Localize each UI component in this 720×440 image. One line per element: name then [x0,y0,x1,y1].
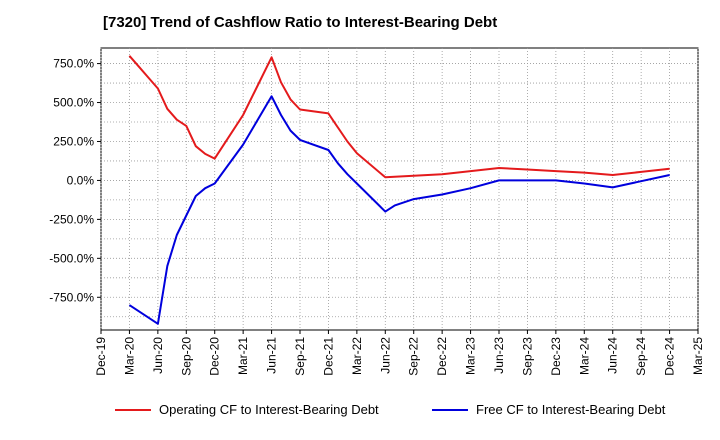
legend-label-operating-cf: Operating CF to Interest-Bearing Debt [159,402,379,417]
x-tick-label: Sep-22 [407,337,421,376]
legend: Operating CF to Interest-Bearing Debt Fr… [0,402,720,426]
x-tick-label: Dec-21 [321,337,335,376]
gridlines [100,48,699,330]
y-tick-label: -750.0% [49,290,94,304]
x-tick-label: Sep-23 [520,337,534,376]
x-tick-label: Sep-20 [179,337,193,376]
y-tick-label: -250.0% [49,212,94,226]
x-tick-label: Mar-25 [691,337,705,375]
x-tick-label: Dec-23 [549,337,563,376]
x-tick-label: Dec-20 [208,337,222,376]
legend-item-operating-cf: Operating CF to Interest-Bearing Debt [115,402,379,417]
legend-swatch-operating-cf [115,408,151,411]
y-axis-ticks: 750.0% 500.0% 250.0% 0.0% -250.0% -500.0% -750… [49,57,101,304]
series-line-free-cf [128,95,670,325]
legend-item-free-cf: Free CF to Interest-Bearing Debt [432,402,665,417]
x-tick-label: Jun-23 [492,337,506,374]
x-tick-label: Dec-19 [94,337,108,376]
x-tick-label: Jun-21 [265,337,279,374]
x-tick-label: Jun-22 [378,337,392,374]
y-tick-label: 750.0% [53,57,94,71]
plot-area [100,47,699,331]
x-tick-label: Dec-22 [435,337,449,376]
series-lines [128,55,670,325]
y-tick-label: -500.0% [49,251,94,265]
x-tick-label: Jun-24 [606,337,620,374]
x-tick-label: Dec-24 [663,337,677,376]
x-tick-label: Sep-24 [634,337,648,376]
legend-label-free-cf: Free CF to Interest-Bearing Debt [476,402,666,417]
x-tick-label: Mar-24 [577,337,591,375]
x-tick-label: Mar-22 [350,337,364,375]
x-tick-label: Sep-21 [293,337,307,376]
x-tick-label: Mar-20 [122,337,136,375]
legend-swatch-free-cf [432,408,468,411]
x-tick-label: Mar-23 [464,337,478,375]
x-tick-label: Jun-20 [151,337,165,374]
x-tick-label: Mar-21 [236,337,250,375]
chart-title: [7320] Trend of Cashflow Ratio to Intere… [103,14,498,31]
x-axis-ticks: Dec-19 Mar-20 Jun-20 Sep-20 Dec-20 Mar-21 Jun-… [94,330,705,376]
y-tick-label: 0.0% [67,173,95,187]
y-tick-label: 250.0% [53,134,94,148]
series-line-operating-cf [128,55,670,179]
y-tick-label: 500.0% [53,96,94,110]
